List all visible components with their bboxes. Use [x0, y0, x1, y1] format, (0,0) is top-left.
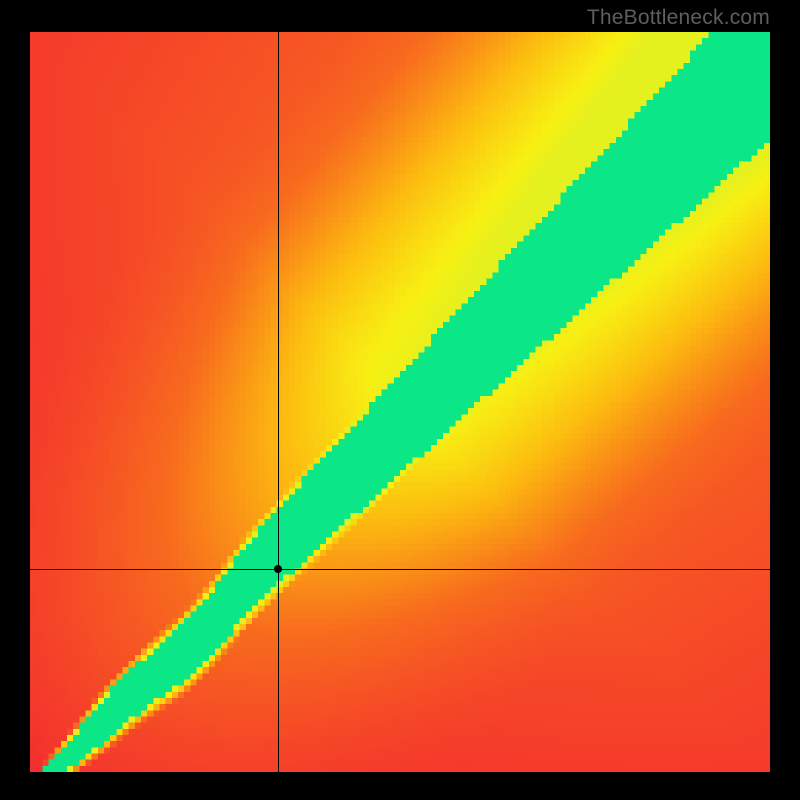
heatmap-plot — [30, 32, 770, 772]
chart-stage: TheBottleneck.com — [0, 0, 800, 800]
heatmap-canvas — [30, 32, 770, 772]
watermark-text: TheBottleneck.com — [587, 6, 770, 30]
